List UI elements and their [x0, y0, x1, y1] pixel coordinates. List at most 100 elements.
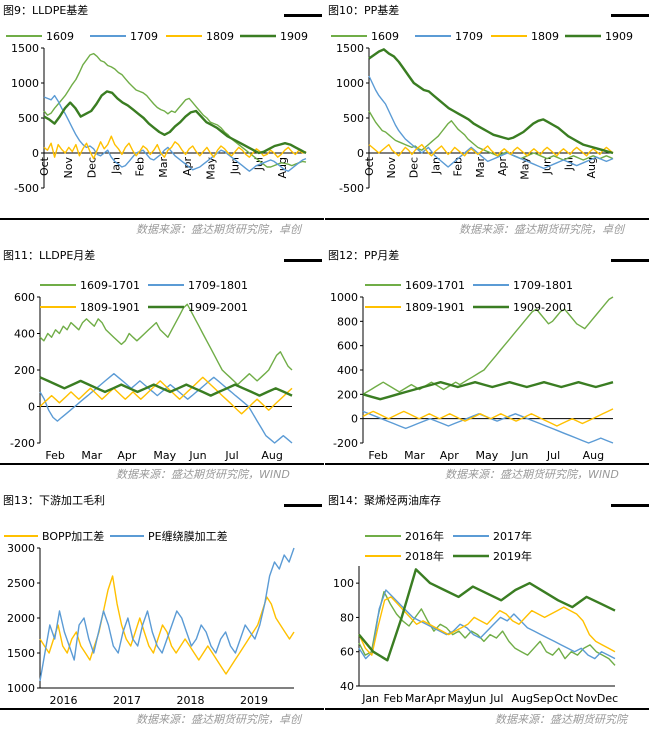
y-tick-label: 60: [340, 646, 354, 659]
source-note: 数据来源：盛达期货研究院: [495, 713, 627, 726]
series-line: [39, 547, 295, 682]
y-tick-label: -500: [339, 182, 364, 195]
x-tick-label: Aug: [261, 449, 282, 462]
source-note: 数据来源：盛达期货研究院，WIND: [116, 468, 290, 481]
x-tick-label: Oct: [363, 156, 376, 176]
x-tick-label: Jun: [468, 692, 486, 705]
y-tick-label: 600: [14, 291, 35, 304]
y-tick-label: 400: [14, 328, 35, 341]
x-tick-label: Apr: [426, 692, 446, 705]
legend-label: 1909: [605, 30, 633, 43]
legend-label: 1809-1901: [405, 301, 465, 314]
x-tick-label: Apr: [117, 449, 137, 462]
line-chart: -200 0 200 400 600 Feb Mar Apr May Jun Jul Aug 1609-…: [10, 279, 293, 462]
y-tick-label: 1000: [330, 291, 358, 304]
series-line: [368, 143, 614, 157]
y-tick-label: -200: [10, 437, 35, 450]
x-tick-label: Mar: [81, 449, 102, 462]
series-line: [368, 110, 614, 161]
title-rule: [284, 259, 322, 262]
chart-title: 图11：LLDPE月差: [3, 249, 96, 262]
y-tick-label: 200: [337, 388, 358, 401]
legend-label: 1809: [531, 30, 559, 43]
y-tick-label: 500: [343, 112, 364, 125]
x-tick-label: Aug: [583, 449, 604, 462]
chart-panel-pp-spread: 图12：PP月差 -200 0 200 400 600 800 1000 Feb Mar Apr M…: [325, 245, 649, 490]
y-tick-label: -200: [333, 437, 358, 450]
source-note: 数据来源：盛达期货研究院，卓创: [136, 223, 301, 236]
legend-label: 2019年: [493, 549, 532, 563]
x-tick-label: Nov: [385, 157, 398, 179]
y-tick-label: -500: [14, 182, 39, 195]
y-tick-label: 40: [340, 680, 354, 693]
y-tick-label: 0: [357, 147, 364, 160]
series-line: [368, 75, 614, 170]
x-tick-label: Sep: [533, 692, 554, 705]
line-chart: 1000 1500 2000 2500 3000 2016 2017 2018 2019 BOPP…: [4, 529, 295, 707]
series-line: [368, 48, 614, 155]
chart-title: 图13：下游加工毛利: [3, 494, 105, 507]
legend-label: 1909-2001: [188, 301, 248, 314]
x-tick-label: 2017: [113, 694, 141, 707]
chart-title: 图9：LLDPE基差: [3, 4, 89, 17]
chart-panel-pp-basis: 图10：PP基差 -500 0 500 1000 1500 Oct Nov Dec Jan Feb…: [325, 0, 649, 245]
source-note: 数据来源：盛达期货研究院，WIND: [445, 468, 619, 481]
chart-panel-lldpe-basis: 图9：LLDPE基差 -500 0 500 1000 1500 Oct Nov Dec Jan F…: [0, 0, 324, 245]
legend-label: 1709: [455, 30, 483, 43]
x-tick-label: Feb: [452, 157, 465, 176]
series-line: [39, 372, 293, 444]
footer-rule: [0, 708, 324, 710]
x-tick-label: Dec: [597, 692, 618, 705]
legend-label: 2016年: [405, 529, 444, 543]
x-tick-label: Apr: [440, 449, 460, 462]
legend-label: 1709: [130, 30, 158, 43]
title-rule: [284, 504, 322, 507]
line-chart: -200 0 200 400 600 800 1000 Feb Mar Apr May Jun Jul A…: [330, 279, 614, 462]
y-tick-label: 80: [340, 611, 354, 624]
chart-title: 图14：聚烯烃两油库存: [328, 494, 441, 507]
x-tick-label: Oct: [554, 692, 574, 705]
footer-rule: [0, 218, 324, 220]
y-tick-label: 1000: [11, 77, 39, 90]
legend-label: 1909: [280, 30, 308, 43]
x-tick-label: May: [448, 692, 471, 705]
series-line: [39, 575, 295, 675]
x-tick-label: Jun: [229, 157, 242, 175]
x-tick-label: Mar: [474, 157, 487, 178]
x-tick-label: 2016: [50, 694, 78, 707]
series-line: [362, 410, 614, 444]
legend-label: 1709-1801: [188, 279, 248, 292]
series-line: [39, 376, 293, 397]
legend-label: 1709-1801: [513, 279, 573, 292]
title-rule: [284, 14, 322, 17]
series-line: [362, 296, 614, 395]
y-tick-label: 200: [14, 364, 35, 377]
x-tick-label: Oct: [38, 156, 51, 176]
y-tick-label: 1500: [336, 42, 364, 55]
chart-title: 图12：PP月差: [328, 249, 400, 262]
footer-rule: [325, 708, 649, 710]
y-tick-label: 0: [28, 401, 35, 414]
chart-title: 图10：PP基差: [328, 4, 400, 17]
x-tick-label: Mar: [157, 157, 170, 178]
x-tick-label: Jan: [361, 692, 379, 705]
series-line: [39, 376, 293, 415]
y-tick-label: 100: [333, 577, 354, 590]
legend-label: 1609: [371, 30, 399, 43]
x-tick-label: May: [205, 157, 218, 180]
footer-rule: [325, 218, 649, 220]
series-line: [358, 568, 616, 662]
footer-rule: [0, 463, 324, 465]
x-tick-label: Nov: [576, 692, 598, 705]
x-tick-label: Jun: [188, 449, 206, 462]
title-rule: [611, 504, 649, 507]
y-tick-label: 1500: [7, 647, 35, 660]
series-line: [358, 589, 616, 660]
x-tick-label: 2019: [240, 694, 268, 707]
y-tick-label: 0: [351, 413, 358, 426]
x-tick-label: May: [153, 449, 176, 462]
x-tick-label: Aug: [512, 692, 533, 705]
x-tick-label: Jul: [224, 449, 238, 462]
